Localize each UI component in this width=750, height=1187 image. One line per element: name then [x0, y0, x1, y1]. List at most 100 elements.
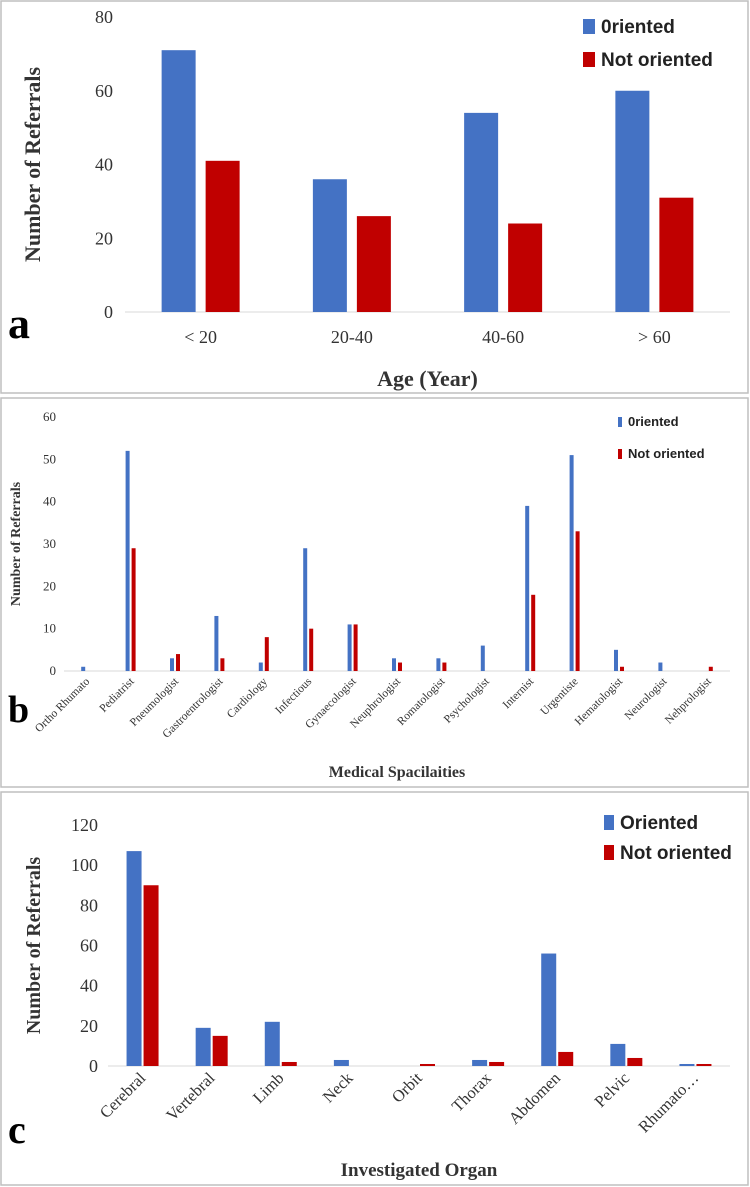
chart-a-bar-60-not-oriented [659, 197, 694, 312]
chart-b-bar-gastroentrologist-oriented [214, 615, 219, 671]
chart-c-y-tick-label: 20 [80, 1016, 98, 1036]
chart-a-y-axis-title: Number of Referrals [20, 67, 45, 263]
chart-b-bar-cardiology-oriented [258, 662, 263, 671]
chart-a-bar-20-40-oriented [312, 179, 347, 312]
chart-b-bar-ortho-rhumato-oriented [81, 666, 86, 671]
chart-b-bar-neuphrologist-oriented [392, 658, 396, 671]
chart-b-bar-pediatrist-oriented [125, 450, 130, 671]
chart-a-legend-swatch-not-oriented [583, 52, 595, 67]
chart-b-y-tick-label: 0 [50, 663, 57, 678]
chart-b-bar-infectious-not-oriented [309, 628, 314, 671]
chart-c-legend-label-oriented: Oriented [620, 813, 698, 834]
chart-b-bar-pneumologist-oriented [170, 658, 174, 671]
chart-b-bar-internist-not-oriented [531, 594, 536, 671]
chart-panel-a: 0 20 40 60 80 < 20 20-40 40-60 > 60 Age (Year) Num… [0, 0, 749, 394]
chart-b-bar-urgentiste-not-oriented [575, 531, 580, 671]
chart-b-y-tick-label: 60 [43, 409, 56, 424]
chart-a-bar-20-not-oriented [205, 160, 240, 312]
chart-a-x-tick-label: > 60 [638, 327, 671, 347]
chart-a-panel-letter: a [8, 299, 30, 348]
chart-a-bar-20-40-not-oriented [356, 216, 391, 312]
chart-b-bar-hematologist-oriented [614, 649, 618, 671]
chart-b-y-tick-label: 10 [43, 621, 56, 636]
chart-b-y-tick-label: 30 [43, 536, 56, 551]
chart-b-bar-nehprologist-not-oriented [708, 666, 713, 671]
chart-a-legend-label-not-oriented: Not oriented [601, 50, 713, 71]
chart-c-y-tick-label: 0 [89, 1056, 98, 1076]
chart-a-y-tick-label: 0 [104, 302, 113, 322]
chart-b-bar-romatologist-oriented [436, 658, 441, 671]
chart-a-y-tick-label: 20 [95, 228, 113, 248]
chart-c-x-axis-title: Investigated Organ [341, 1160, 498, 1181]
chart-a-x-axis-title: Age (Year) [377, 366, 478, 391]
chart-c-bar-vertebral-oriented [195, 1027, 211, 1066]
chart-b-bar-pneumologist-not-oriented [176, 654, 180, 671]
chart-b-panel-letter: b [8, 689, 29, 731]
chart-a-legend-label-oriented: 0riented [601, 17, 675, 38]
chart-c-bar-cerebral-oriented [126, 851, 142, 1066]
chart-c-bar-pelvic-not-oriented [627, 1057, 643, 1066]
chart-b-bar-gastroentrologist-not-oriented [220, 658, 225, 671]
chart-c-y-tick-label: 60 [80, 936, 98, 956]
chart-c-bar-rhumato-oriented [679, 1063, 695, 1066]
chart-c-bar-limb-not-oriented [281, 1061, 297, 1066]
chart-b-bar-neuphrologist-not-oriented [398, 662, 402, 671]
chart-a-bar-20-oriented [161, 50, 196, 312]
chart-a-bar-40-60-oriented [464, 112, 499, 312]
chart-c-y-tick-label: 100 [71, 855, 98, 875]
chart-c-bar-vertebral-not-oriented [212, 1035, 228, 1066]
chart-c-bar-abdomen-oriented [541, 953, 557, 1066]
chart-a-x-tick-label: 40-60 [482, 327, 524, 347]
chart-c-bar-cerebral-not-oriented [143, 885, 159, 1066]
chart-b-bar-infectious-oriented [303, 548, 308, 671]
chart-a-x-tick-label: 20-40 [331, 327, 373, 347]
chart-b-bar-neurologist-oriented [658, 662, 663, 671]
chart-c-legend-swatch-oriented [604, 815, 614, 830]
chart-b-legend-label-not-oriented: Not oriented [628, 446, 705, 461]
chart-b-bar-pediatrist-not-oriented [131, 548, 136, 671]
chart-c-bar-thorax-not-oriented [489, 1061, 505, 1066]
chart-b-bar-hematologist-not-oriented [620, 666, 624, 671]
chart-c-bar-rhumato-not-oriented [696, 1063, 712, 1066]
chart-c-frame [0, 791, 749, 1186]
chart-c-bar-abdomen-not-oriented [558, 1051, 574, 1066]
chart-c-bar-orbit-not-oriented [420, 1063, 435, 1066]
chart-a-x-tick-label: < 20 [184, 327, 217, 347]
chart-b-legend-swatch-not-oriented [618, 449, 622, 459]
chart-b-bar-romatologist-not-oriented [442, 662, 447, 671]
chart-c-bar-neck-oriented [333, 1059, 349, 1066]
chart-b-y-tick-label: 40 [43, 494, 56, 509]
chart-c-bar-thorax-oriented [472, 1059, 488, 1066]
chart-b-bar-urgentiste-oriented [569, 455, 574, 671]
chart-a-bar-40-60-not-oriented [508, 223, 543, 312]
chart-c-panel-letter: c [8, 1107, 26, 1152]
chart-b-x-axis-title: Medical Spacilaities [329, 764, 465, 781]
chart-a-y-tick-label: 80 [95, 7, 113, 27]
chart-c-legend-label-not-oriented: Not oriented [620, 843, 732, 864]
chart-c-y-axis-title: Number of Referrals [23, 857, 45, 1035]
chart-b-bar-gynaecologist-oriented [347, 624, 352, 671]
chart-b-y-tick-label: 50 [43, 451, 56, 466]
chart-a-bar-60-oriented [615, 90, 650, 312]
chart-c-legend-swatch-not-oriented [604, 845, 614, 860]
chart-c-y-tick-label: 40 [80, 976, 98, 996]
chart-c-bar-pelvic-oriented [610, 1043, 626, 1066]
chart-a-legend-swatch-oriented [583, 19, 595, 34]
chart-b-y-axis-title: Number of Referrals [9, 481, 24, 606]
chart-b-y-tick-label: 20 [43, 578, 56, 593]
chart-c-bar-limb-oriented [264, 1021, 280, 1066]
chart-a-y-tick-label: 60 [95, 81, 113, 101]
chart-b-bar-psychologist-oriented [480, 645, 485, 671]
chart-c-y-tick-label: 80 [80, 895, 98, 915]
chart-a-y-tick-label: 40 [95, 155, 113, 175]
chart-b-bar-cardiology-not-oriented [264, 637, 269, 671]
chart-b-legend-swatch-oriented [618, 417, 622, 427]
chart-c-y-tick-label: 120 [71, 815, 98, 835]
chart-b-frame [0, 397, 749, 788]
chart-b-bar-gynaecologist-not-oriented [353, 624, 358, 671]
chart-b-bar-internist-oriented [525, 505, 530, 671]
chart-b-legend-label-oriented: 0riented [628, 414, 679, 429]
